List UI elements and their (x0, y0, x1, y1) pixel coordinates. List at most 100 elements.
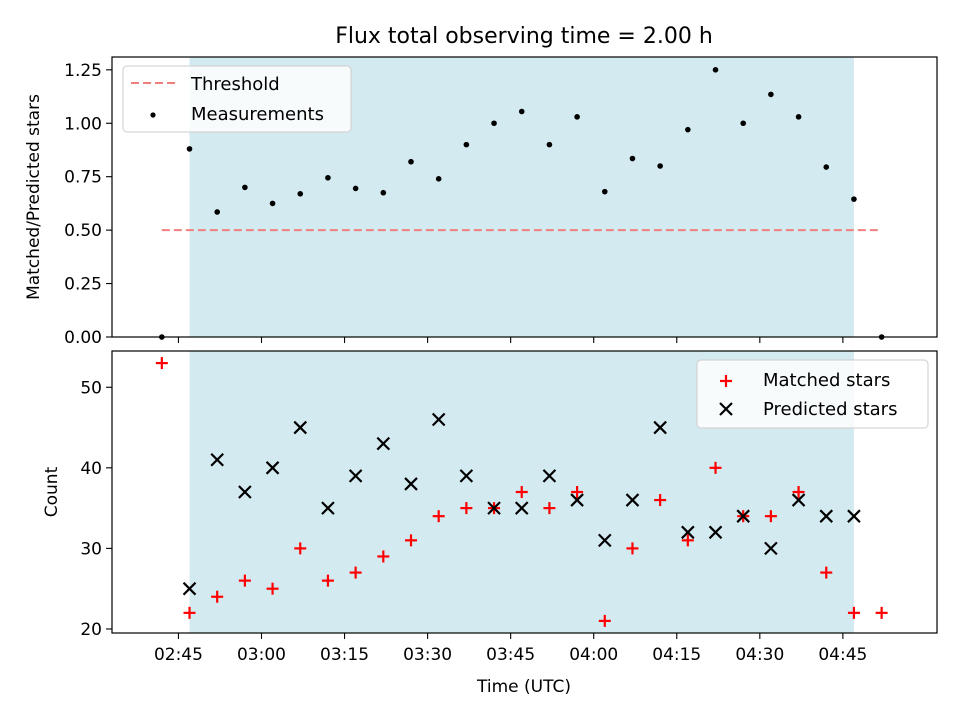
matched-stars-point (543, 502, 556, 515)
matched-stars-point (571, 486, 584, 498)
y-tick-label: 1.25 (64, 61, 102, 81)
measurement-point (823, 164, 830, 170)
matched-stars-point (792, 486, 805, 498)
x-tick-label: 04:15 (652, 645, 701, 665)
x-tick-label: 04:00 (569, 645, 618, 665)
legend-box (696, 359, 929, 429)
legend-threshold-label: Threshold (190, 74, 280, 95)
bottom-panel: 02:45 03:00 03:15 03:30 03:45 04:00 04:15 04:30… (42, 350, 938, 697)
predicted-stars-point (265, 461, 280, 475)
matched-stars-point (211, 590, 224, 603)
x-tick-label: 03:00 (237, 645, 286, 665)
matched-stars-point (432, 510, 445, 523)
measurement-point (380, 189, 387, 196)
x-tick-label: 03:30 (403, 645, 452, 665)
measurement-point (574, 114, 580, 120)
predicted-stars-point (404, 477, 418, 491)
matched-stars-point (626, 542, 639, 555)
measurement-point (435, 176, 442, 182)
predicted-stars-point (653, 420, 667, 435)
y-tick-label: 1.00 (64, 114, 102, 134)
matched-stars-point (820, 566, 833, 579)
matched-stars-point (266, 582, 279, 595)
x-tick-label: 04:30 (735, 645, 784, 665)
legend-predicted-swatch (719, 402, 733, 416)
matched-stars-point (349, 566, 362, 579)
measurement-point (242, 184, 248, 191)
predicted-stars-point (182, 581, 197, 596)
predicted-stars-point (459, 469, 474, 483)
predicted-stars-point (376, 436, 391, 451)
y-tick-label: 0.25 (64, 275, 102, 295)
y-tick-label: 40 (80, 459, 102, 479)
legend-predicted-label: Predicted stars (763, 399, 897, 420)
measurement-point (352, 185, 359, 192)
matched-stars-point (155, 357, 168, 370)
legend-matched-swatch (720, 375, 732, 387)
predicted-stars-point (487, 501, 501, 515)
measurement-point (795, 114, 802, 120)
top-panel: Flux total observing time = 2.00 h 0.00 0… (24, 24, 938, 348)
matched-stars-point (681, 534, 694, 547)
predicted-stars-point (431, 412, 446, 427)
x-tick-label: 02:45 (154, 645, 203, 665)
x-tick-label: 04:45 (818, 645, 867, 665)
matched-stars-point (875, 606, 888, 619)
matched-stars-point (321, 574, 334, 587)
matched-stars-point (294, 542, 307, 555)
predicted-stars-point (293, 420, 308, 435)
measurement-point (851, 196, 857, 202)
y-axis-label: Matched/Predicted stars (24, 94, 44, 300)
predicted-stars-point (847, 509, 861, 523)
legend-measurements-swatch (150, 112, 156, 118)
predicted-stars-point (625, 493, 640, 507)
matched-stars-point (764, 510, 777, 523)
measurement-point (629, 155, 636, 162)
legend-measurements-label: Measurements (191, 104, 324, 125)
predicted-stars-point (514, 501, 529, 515)
top-axes-frame (111, 56, 938, 338)
measurement-point (740, 120, 747, 127)
y-tick-label: 0.00 (64, 328, 102, 348)
predicted-stars-point (764, 541, 778, 556)
predicted-stars-point (598, 533, 612, 548)
matched-stars-point (377, 550, 390, 563)
x-tick-label: 03:45 (486, 645, 535, 665)
predicted-stars-point (348, 469, 363, 483)
measurement-point (601, 188, 608, 195)
matched-stars-point (709, 461, 722, 474)
measurement-point (768, 91, 774, 98)
y-tick-label: 0.50 (64, 221, 102, 241)
legend-box (122, 65, 352, 133)
measurement-point (297, 190, 304, 197)
measurement-point (186, 146, 193, 152)
matched-stars-point (183, 606, 196, 619)
predicted-stars-point (681, 525, 695, 540)
matched-stars-point (404, 534, 417, 547)
measurement-point (546, 141, 553, 148)
predicted-stars-point (791, 493, 806, 507)
matched-stars-point (238, 574, 251, 587)
matched-stars-point (598, 614, 611, 627)
predicted-stars-point (708, 525, 723, 540)
bottom-axes-frame (111, 350, 938, 634)
y-tick-label: 20 (80, 620, 102, 640)
measurement-point (712, 67, 719, 73)
predicted-stars-point (238, 485, 252, 499)
measurement-point (518, 108, 525, 115)
measurement-point (269, 200, 276, 207)
y-axis-label: Count (42, 466, 62, 517)
matched-stars-point (847, 606, 860, 619)
measurement-point (408, 158, 414, 165)
predicted-stars-point (570, 493, 584, 507)
predicted-stars-point (321, 501, 335, 515)
chart-title: Flux total observing time = 2.00 h (335, 24, 713, 49)
predicted-stars-point (819, 509, 834, 523)
predicted-stars-point (736, 509, 750, 523)
measurement-point (325, 174, 331, 181)
measurement-point (214, 209, 221, 215)
predicted-stars-point (210, 452, 224, 467)
matched-stars-point (515, 486, 528, 498)
matched-stars-point (654, 494, 667, 507)
